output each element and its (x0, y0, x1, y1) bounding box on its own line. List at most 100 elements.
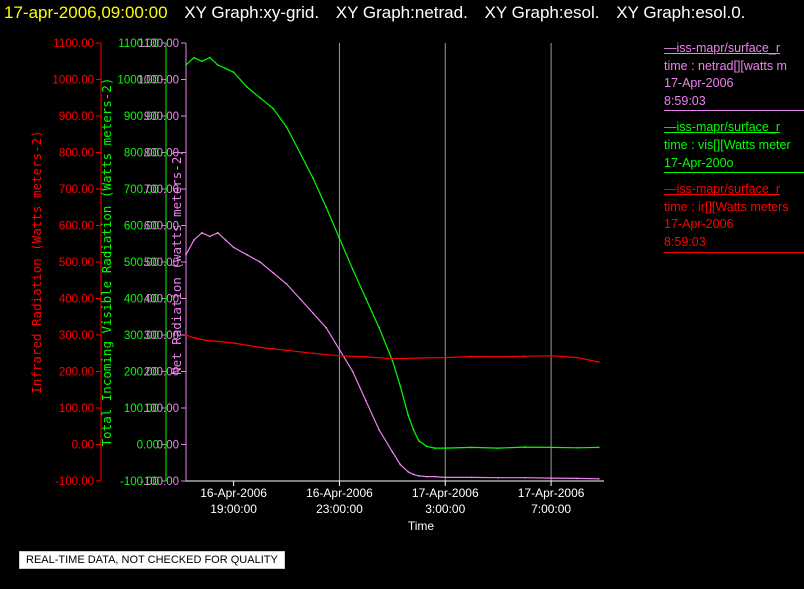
x-tick-date: 16-Apr-2006 (306, 486, 373, 500)
y-tick-label: 700.00 (59, 184, 94, 196)
y-tick-label: 700.00 (144, 184, 179, 196)
series-point (407, 470, 410, 473)
title-item-esol-0[interactable]: XY Graph:esol.0. (616, 3, 746, 22)
y-tick-label: 500.00 (144, 257, 179, 269)
series-line (185, 232, 599, 480)
legend-entry-vis[interactable]: —iss-mapr/surface_r time : vis[][Watts m… (664, 119, 804, 174)
series-point (391, 359, 394, 362)
series-point (497, 356, 500, 358)
series-point (219, 340, 222, 343)
series-point (245, 253, 248, 256)
x-tick-date: 16-Apr-2006 (200, 486, 267, 500)
series-point (550, 354, 552, 357)
series-point (576, 477, 579, 480)
series-point (425, 445, 428, 448)
title-item-netrad[interactable]: XY Graph:netrad. (335, 3, 468, 22)
series-point (312, 177, 314, 179)
series-point (208, 235, 211, 238)
y-tick-label: 300.00 (124, 330, 159, 342)
y-tick-label: 0.00 (72, 440, 94, 452)
series-point (200, 231, 203, 234)
series-point (245, 85, 248, 88)
y-tick-label: 800.00 (59, 148, 94, 160)
y-tick-label: 0.00 (137, 440, 159, 452)
x-tick-date: 17-Apr-2006 (412, 486, 479, 500)
series-point (338, 348, 341, 351)
legend: —iss-mapr/surface_r time : netrad[][watt… (664, 40, 804, 261)
y-tick-label: 900.00 (59, 111, 94, 123)
series-point (200, 60, 203, 63)
y-tick-label: -100.00 (55, 476, 94, 488)
series-point (597, 446, 600, 449)
series-point (470, 355, 473, 358)
y-tick-label: 600.00 (124, 221, 159, 233)
legend-date: 17-Apr-2006 (664, 76, 734, 91)
y-tick-label: 200.00 (124, 367, 159, 379)
legend-variable: time : netrad[][watts m (664, 58, 787, 73)
y-tick-label: 1000.00 (52, 75, 94, 87)
legend-time: 8:59:03 (664, 93, 706, 108)
series-point (298, 151, 301, 154)
y-tick-label: 600.00 (59, 221, 94, 233)
series-point (185, 334, 187, 336)
series-point (444, 356, 447, 359)
y-tick-label: 500.00 (124, 257, 159, 269)
y-tick-label: 100.00 (144, 403, 179, 415)
series-point (208, 56, 211, 59)
series-point (232, 342, 235, 344)
series-point (364, 356, 367, 358)
series-point (298, 297, 301, 300)
title-bar: 17-apr-2006,09:00:00 XY Graph:xy-grid. X… (4, 2, 757, 24)
series-point (470, 446, 473, 449)
series-point (351, 268, 354, 271)
legend-source: —iss-mapr/surface_r (664, 120, 780, 135)
series-point (444, 447, 447, 450)
series-point (193, 337, 195, 339)
series-point (285, 126, 288, 128)
legend-time: 8:59:03 (664, 234, 706, 249)
series-point (338, 354, 341, 357)
series-point (417, 474, 420, 477)
y-tick-label: 900.00 (144, 111, 179, 123)
series-point (285, 349, 288, 352)
timestamp-title: 17-apr-2006,09:00:00 (4, 3, 168, 22)
y-tick-label: 1000.00 (117, 75, 159, 87)
series-point (185, 64, 187, 66)
x-tick-time: 3:00:00 (425, 502, 465, 516)
series-point (399, 463, 402, 466)
series-point (407, 414, 410, 417)
series-point (497, 447, 500, 450)
legend-date: 17-Apr-2006 (664, 217, 734, 232)
series-point (412, 429, 415, 431)
series-point (523, 476, 526, 479)
series-point (391, 450, 394, 453)
legend-entry-netrad[interactable]: —iss-mapr/surface_r time : netrad[][watt… (664, 40, 804, 112)
y-tick-label: 500.00 (59, 257, 94, 269)
y-tick-label: 200.00 (59, 367, 94, 379)
legend-entry-ir[interactable]: —iss-mapr/surface_r time : ir[][Watts me… (664, 181, 804, 253)
series-point (272, 347, 275, 350)
series-point (312, 352, 314, 355)
y-tick-label: 1100.00 (138, 38, 179, 50)
y-tick-label: 200.00 (144, 367, 179, 379)
series-point (232, 246, 235, 249)
series-point (417, 357, 420, 359)
legend-date: 17-Apr-200o (664, 155, 734, 170)
y-tick-label: 400.00 (59, 294, 94, 306)
series-point (597, 361, 600, 363)
series-point (364, 297, 367, 300)
y-axis-title: Net Radiation (watts meters-2) (169, 149, 184, 375)
title-item-xy-grid[interactable]: XY Graph:xy-grid. (184, 3, 320, 22)
x-tick-time: 19:00:00 (210, 502, 257, 516)
series-point (272, 107, 275, 110)
y-tick-label: 800.00 (144, 148, 179, 160)
series-point (444, 476, 447, 479)
y-axis-title: Total Incoming Visible Radiation (Watts … (99, 78, 114, 447)
series-point (232, 71, 235, 74)
title-item-esol[interactable]: XY Graph:esol. (484, 3, 600, 22)
series-point (216, 64, 219, 66)
series-point (259, 346, 261, 349)
y-tick-label: 100.00 (59, 403, 94, 415)
legend-variable: time : vis[][Watts meter (664, 137, 791, 152)
